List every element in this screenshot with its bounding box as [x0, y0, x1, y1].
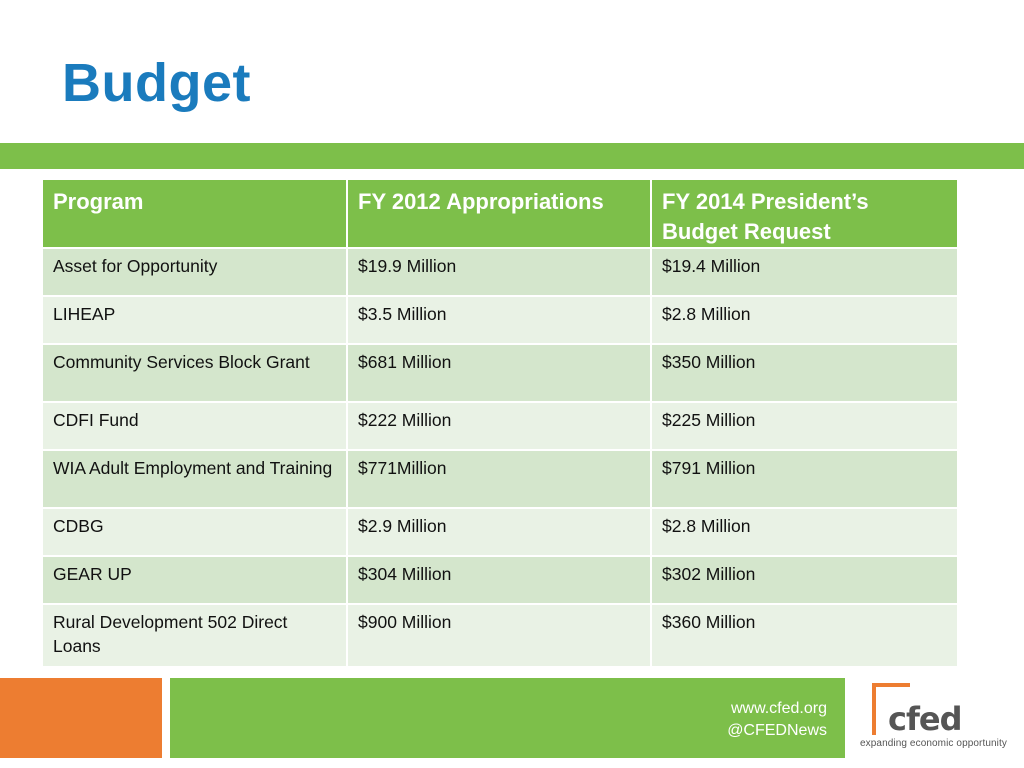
fy2014-cell: $791 Million [650, 449, 959, 509]
table-row: Rural Development 502 Direct Loans $900 … [41, 603, 959, 668]
header-program: Program [41, 178, 348, 249]
logo-wordmark: cfed [888, 700, 962, 738]
fy2012-cell: $19.9 Million [346, 247, 652, 297]
fy2014-cell: $225 Million [650, 401, 959, 451]
fy2014-cell: $350 Million [650, 343, 959, 403]
budget-table: Program FY 2012 Appropriations FY 2014 P… [41, 178, 959, 668]
fy2012-cell: $222 Million [346, 401, 652, 451]
footer-website: www.cfed.org [730, 700, 827, 717]
table-header-row: Program FY 2012 Appropriations FY 2014 P… [41, 178, 959, 249]
fy2012-cell: $304 Million [346, 555, 652, 605]
program-cell: GEAR UP [41, 555, 348, 605]
footer-contact: www.cfed.org @CFEDNews [727, 698, 827, 742]
header-divider-band [0, 143, 1024, 169]
table-row: LIHEAP $3.5 Million $2.8 Million [41, 295, 959, 345]
program-cell: CDBG [41, 507, 348, 557]
fy2014-cell: $19.4 Million [650, 247, 959, 297]
footer-twitter: @CFEDNews [727, 722, 827, 739]
program-cell: Community Services Block Grant [41, 343, 348, 403]
fy2012-cell: $681 Million [346, 343, 652, 403]
fy2012-cell: $3.5 Million [346, 295, 652, 345]
logo-bracket-icon [872, 683, 910, 735]
fy2012-cell: $771Million [346, 449, 652, 509]
program-cell: WIA Adult Employment and Training [41, 449, 348, 509]
fy2012-cell: $900 Million [346, 603, 652, 668]
table-row: CDBG $2.9 Million $2.8 Million [41, 507, 959, 557]
table-row: Community Services Block Grant $681 Mill… [41, 343, 959, 403]
logo-tagline: expanding economic opportunity [860, 738, 1007, 749]
footer-orange-block [0, 678, 162, 758]
slide-title: Budget [62, 53, 251, 113]
table-row: GEAR UP $304 Million $302 Million [41, 555, 959, 605]
cfed-logo: cfed expanding economic opportunity [858, 680, 1018, 756]
program-cell: CDFI Fund [41, 401, 348, 451]
footer-bar: www.cfed.org @CFEDNews [170, 678, 845, 758]
fy2014-cell: $360 Million [650, 603, 959, 668]
fy2014-cell: $2.8 Million [650, 507, 959, 557]
header-fy2014: FY 2014 President’s Budget Request [650, 178, 959, 249]
program-cell: Rural Development 502 Direct Loans [41, 603, 348, 668]
fy2014-cell: $302 Million [650, 555, 959, 605]
program-cell: LIHEAP [41, 295, 348, 345]
table-row: Asset for Opportunity $19.9 Million $19.… [41, 247, 959, 297]
table-row: CDFI Fund $222 Million $225 Million [41, 401, 959, 451]
table-row: WIA Adult Employment and Training $771Mi… [41, 449, 959, 509]
fy2014-cell: $2.8 Million [650, 295, 959, 345]
fy2012-cell: $2.9 Million [346, 507, 652, 557]
program-cell: Asset for Opportunity [41, 247, 348, 297]
header-fy2012: FY 2012 Appropriations [346, 178, 652, 249]
